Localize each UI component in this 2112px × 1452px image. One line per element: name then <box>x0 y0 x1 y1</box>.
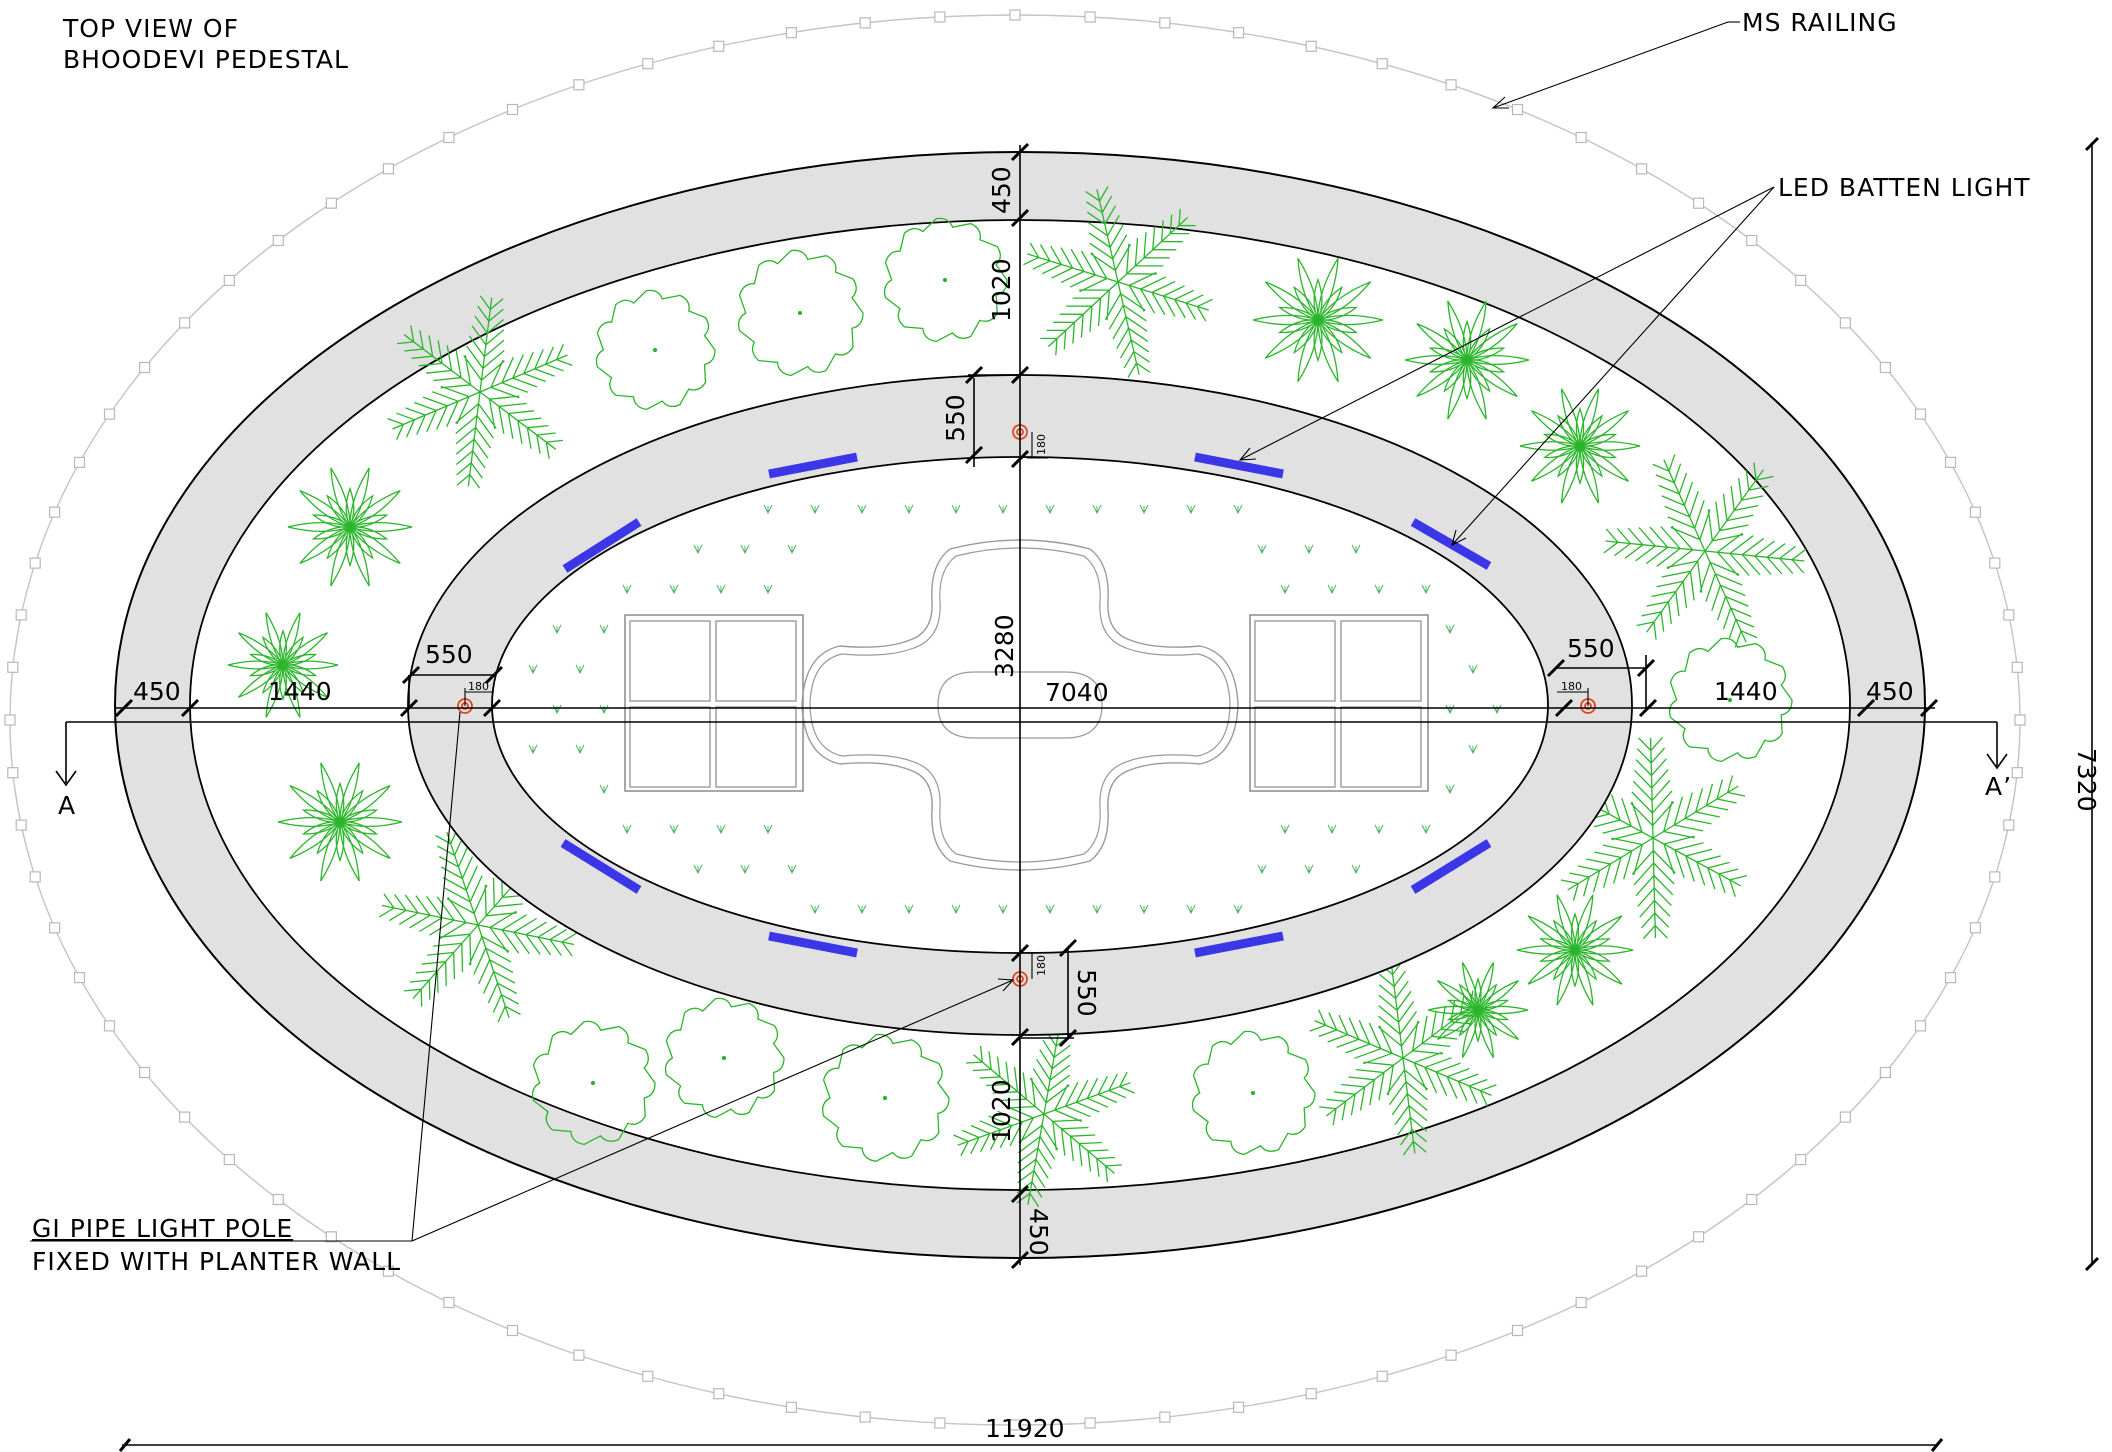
planter-plants <box>227 186 1807 1208</box>
callout-leaders <box>30 21 1775 1242</box>
dim-pole-offset-top: 180 <box>1035 434 1048 455</box>
central-pedestal <box>801 539 1239 871</box>
dim-planter-bottom: 1020 <box>987 1079 1016 1143</box>
dim-planter-top: 1020 <box>987 258 1016 322</box>
dim-inner-length: 7040 <box>1045 678 1109 707</box>
led-batten <box>562 518 642 573</box>
dim-outer-wall-top: 450 <box>987 166 1016 214</box>
dim-inner-wall-left: 550 <box>425 640 473 669</box>
dim-pole-offset-right: 180 <box>1561 680 1582 693</box>
dim-inner-height: 3280 <box>990 614 1019 678</box>
dimension-lines <box>55 136 2100 1452</box>
led-batten <box>768 452 858 479</box>
left-square-block <box>624 614 804 792</box>
dim-inner-wall-top: 550 <box>941 394 970 442</box>
dim-inner-wall-bottom: 550 <box>1072 969 1101 1017</box>
dim-planter-right: 1440 <box>1714 677 1778 706</box>
gi-pipe-pole-label-line2: FIXED WITH PLANTER WALL <box>32 1247 401 1276</box>
led-batten <box>1410 518 1492 570</box>
dim-planter-left: 1440 <box>268 677 332 706</box>
ms-railing-label: MS RAILING <box>1742 8 1898 37</box>
led-batten <box>560 839 642 894</box>
led-batten <box>1410 839 1492 894</box>
dim-outer-wall-bottom: 450 <box>1024 1208 1053 1256</box>
dim-inner-wall-right: 550 <box>1567 634 1615 663</box>
led-batten <box>1194 452 1284 479</box>
led-batten <box>768 931 858 958</box>
drawing-title-line1: TOP VIEW OF <box>62 14 239 43</box>
section-mark-a-prime: A’ <box>1985 772 2012 801</box>
gi-pipe-pole-label-line1: GI PIPE LIGHT POLE <box>32 1214 293 1243</box>
dim-overall-width: 11920 <box>985 1414 1065 1443</box>
dim-outer-wall-left: 450 <box>133 677 181 706</box>
dim-outer-wall-right: 450 <box>1866 677 1914 706</box>
led-batten-lights <box>560 452 1492 958</box>
led-batten-light-label: LED BATTEN LIGHT <box>1778 173 2031 202</box>
section-mark-a: A <box>58 791 76 820</box>
dim-pole-offset-bottom: 180 <box>1035 955 1048 976</box>
led-batten <box>1194 931 1284 958</box>
drawing-title-line2: BHOODEVI PEDESTAL <box>63 45 349 74</box>
dim-pole-offset-left: 180 <box>468 680 489 693</box>
dim-overall-height: 7320 <box>2072 748 2101 812</box>
right-square-block <box>1249 614 1429 792</box>
ms-railing-posts <box>4 9 2026 1431</box>
lawn-grass-pattern <box>528 504 1502 915</box>
